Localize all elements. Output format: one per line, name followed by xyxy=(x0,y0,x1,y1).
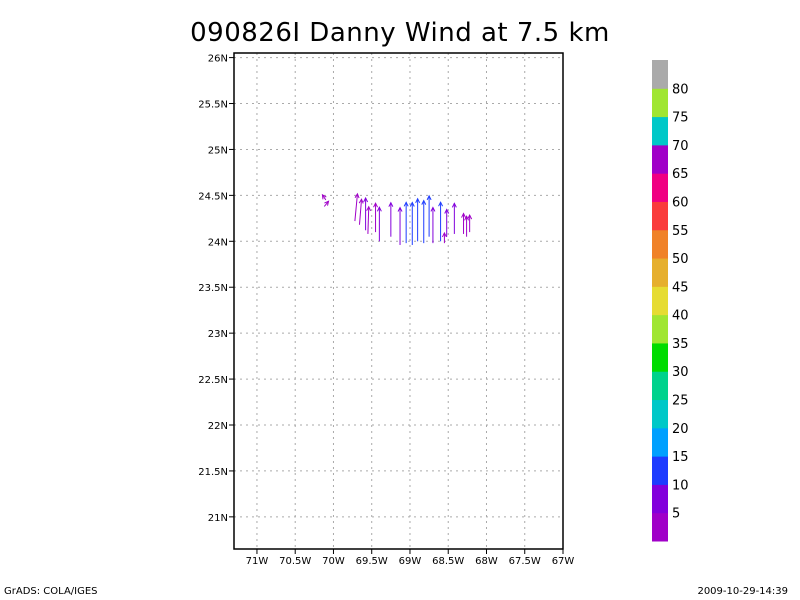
colorbar-segment xyxy=(652,484,668,514)
wind-vector xyxy=(438,201,444,242)
x-tick-label: 67.5W xyxy=(509,556,541,567)
y-tick-label: 22.5N xyxy=(198,375,228,386)
wind-vector xyxy=(358,198,364,225)
colorbar-segment xyxy=(652,371,668,401)
colorbar-label: 70 xyxy=(672,139,689,154)
colorbar-segment xyxy=(652,116,668,146)
wind-vector xyxy=(426,194,432,237)
footer-timestamp: 2009-10-29-14:39 xyxy=(697,586,788,597)
x-tick-label: 69.5W xyxy=(356,556,388,567)
colorbar-segment xyxy=(652,88,668,118)
y-tick-label: 22N xyxy=(208,421,228,432)
colorbar-label: 10 xyxy=(672,478,689,493)
colorbar-label: 35 xyxy=(672,337,689,352)
x-axis: 71W 70.5W 70W 69.5W 69W 68.5W 68W 67.5W 67W xyxy=(246,549,575,567)
colorbar-segment xyxy=(652,512,668,542)
wind-vector xyxy=(444,208,450,237)
wind-vector xyxy=(461,212,466,234)
chart-title: 090826I Danny Wind at 7.5 km xyxy=(190,18,610,48)
colorbar-segment xyxy=(652,229,668,259)
y-tick-label: 23N xyxy=(208,329,228,340)
colorbar-segment xyxy=(652,201,668,231)
x-tick-label: 68.5W xyxy=(432,556,464,567)
grid-lines xyxy=(234,53,563,549)
wind-vectors xyxy=(321,192,473,245)
y-tick-label: 21N xyxy=(208,513,228,524)
colorbar-segment xyxy=(652,258,668,287)
y-tick-label: 24.5N xyxy=(198,191,228,202)
footer-credit: GrADS: COLA/IGES xyxy=(4,586,98,597)
y-tick-label: 25N xyxy=(208,145,228,156)
y-tick-label: 24N xyxy=(208,237,228,248)
x-tick-label: 70.5W xyxy=(279,556,311,567)
wind-vector xyxy=(373,202,378,233)
x-tick-label: 67W xyxy=(552,556,575,567)
y-tick-label: 21.5N xyxy=(198,467,228,478)
wind-vector xyxy=(354,192,360,222)
colorbar-segment xyxy=(652,60,668,89)
wind-vector xyxy=(321,193,327,201)
colorbar-label: 20 xyxy=(672,422,689,437)
wind-vector xyxy=(366,205,372,234)
wind-vector xyxy=(376,206,382,242)
colorbar-segment xyxy=(652,427,668,457)
wind-vector xyxy=(388,201,394,237)
colorbar-label: 25 xyxy=(672,394,689,409)
wind-vector xyxy=(409,201,415,245)
colorbar-label: 5 xyxy=(672,507,680,522)
y-tick-label: 23.5N xyxy=(198,283,228,294)
colorbar: 5 10 15 20 25 30 35 40 45 50 55 60 65 70 75 80 xyxy=(652,60,689,542)
colorbar-label: 45 xyxy=(672,280,689,295)
wind-vector xyxy=(430,206,436,244)
wind-vector xyxy=(323,200,330,207)
wind-vector xyxy=(421,199,427,244)
colorbar-label: 40 xyxy=(672,309,689,324)
x-tick-label: 70W xyxy=(322,556,345,567)
colorbar-label: 60 xyxy=(672,195,689,210)
wind-vector xyxy=(397,206,403,245)
colorbar-segment xyxy=(652,286,668,316)
wind-vector xyxy=(441,231,447,244)
colorbar-label: 80 xyxy=(672,82,689,97)
x-tick-label: 68W xyxy=(475,556,498,567)
colorbar-label: 75 xyxy=(672,111,689,126)
colorbar-segment xyxy=(652,314,668,344)
x-tick-label: 71W xyxy=(246,556,269,567)
colorbar-segment xyxy=(652,342,668,372)
colorbar-label: 65 xyxy=(672,167,689,182)
colorbar-label: 50 xyxy=(672,252,689,267)
colorbar-segment xyxy=(652,173,668,202)
wind-vector xyxy=(467,213,473,233)
plot-frame xyxy=(233,52,564,550)
x-tick-label: 69W xyxy=(399,556,422,567)
colorbar-label: 55 xyxy=(672,224,689,239)
colorbar-segment xyxy=(652,399,668,429)
wind-vector xyxy=(464,215,470,237)
y-axis: 21N 21.5N 22N 22.5N 23N 23.5N 24N 24.5N 25N 25.5N… xyxy=(198,54,234,524)
colorbar-label: 15 xyxy=(672,450,689,465)
y-tick-label: 26N xyxy=(208,54,228,65)
colorbar-segment xyxy=(652,144,668,174)
colorbar-segment xyxy=(652,456,668,485)
wind-vector xyxy=(363,196,369,231)
wind-vector xyxy=(415,197,421,242)
colorbar-label: 30 xyxy=(672,365,689,380)
y-tick-label: 25.5N xyxy=(198,100,228,111)
wind-vector xyxy=(403,201,409,244)
wind-vector xyxy=(451,202,457,234)
